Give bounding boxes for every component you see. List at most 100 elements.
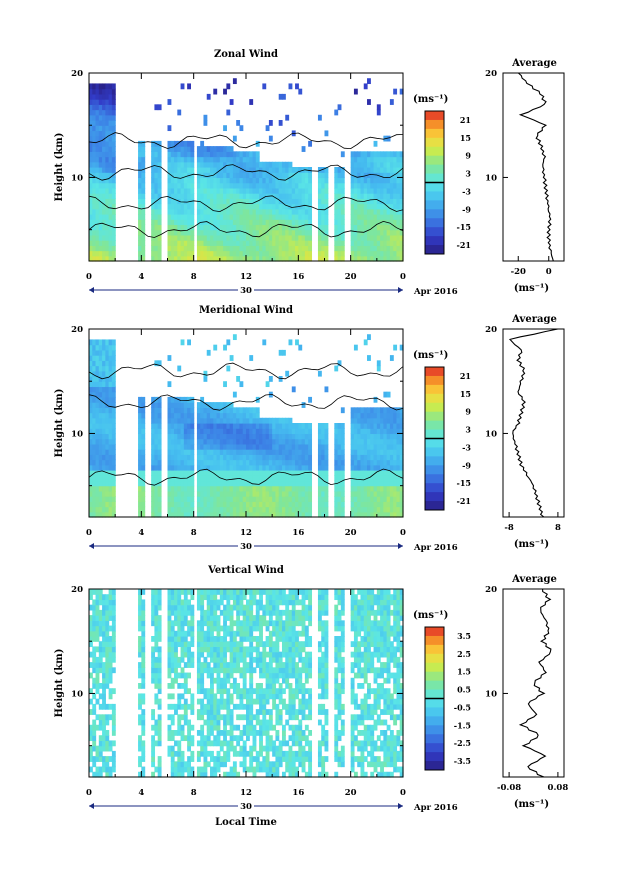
heatmap-cell: [275, 250, 280, 257]
heatmap-cell: [334, 240, 339, 246]
heatmap-cell: [389, 501, 394, 508]
heatmap-cell: [190, 167, 195, 173]
heatmap-cell: [203, 240, 208, 246]
heatmap-cell: [98, 120, 103, 126]
heatmap-cell: [105, 745, 110, 752]
heatmap-cell: [386, 255, 391, 262]
heatmap-cell: [288, 475, 293, 482]
heatmap-cell: [167, 99, 172, 105]
heatmap-cell: [105, 506, 110, 513]
heatmap-cell: [380, 182, 384, 189]
heatmap-cell: [367, 245, 371, 252]
heatmap-cell: [386, 135, 391, 142]
heatmap-cell: [236, 470, 241, 476]
heatmap-cell: [170, 182, 175, 189]
heatmap-cell: [249, 683, 254, 689]
heatmap-cell: [396, 234, 401, 241]
heatmap-cell: [219, 177, 224, 184]
heatmap-cell: [246, 433, 250, 440]
heatmap-cell: [170, 396, 175, 403]
heatmap-cell: [255, 449, 260, 455]
heatmap-cell: [102, 449, 106, 455]
heatmap-cell: [210, 615, 214, 621]
heatmap-cell: [89, 433, 93, 440]
heatmap-cell: [291, 229, 296, 236]
heatmap-cell: [167, 672, 172, 679]
heatmap-cell: [255, 417, 260, 424]
heatmap-cell: [249, 730, 254, 736]
heatmap-cell: [167, 140, 172, 147]
heatmap-cell: [373, 417, 378, 424]
heatmap-cell: [357, 506, 362, 513]
heatmap-cell: [334, 167, 339, 173]
heatmap-cell: [151, 464, 156, 471]
heatmap-cell: [278, 255, 283, 262]
heatmap-cell: [92, 630, 97, 637]
heatmap-cell: [111, 709, 116, 715]
heatmap-cell: [170, 464, 175, 471]
heatmap-cell: [111, 470, 116, 476]
heatmap-cell: [304, 182, 309, 189]
heatmap-cell: [275, 224, 280, 231]
heatmap-cell: [291, 386, 296, 393]
heatmap-cell: [275, 604, 280, 611]
heatmap-cell: [357, 490, 362, 497]
heatmap-cell: [278, 182, 283, 189]
heatmap-cell: [219, 651, 224, 658]
heatmap-cell: [206, 187, 211, 194]
heatmap-cell: [174, 589, 178, 595]
heatmap-cell: [105, 464, 110, 471]
heatmap-cell: [138, 735, 142, 742]
heatmap-cell: [399, 161, 404, 168]
heatmap-cell: [340, 449, 345, 455]
heatmap-cell: [170, 511, 175, 518]
heatmap-cell: [203, 443, 208, 450]
heatmap-cell: [203, 161, 208, 168]
heatmap-cell: [190, 594, 195, 601]
heatmap-cell: [170, 417, 175, 424]
heatmap-cell: [252, 490, 257, 497]
heatmap-cell: [177, 750, 182, 757]
heatmap-cell: [340, 511, 345, 518]
heatmap-cell: [141, 177, 146, 184]
heatmap-cell: [154, 719, 159, 726]
heatmap-cell: [278, 475, 283, 482]
heatmap-cell: [275, 485, 280, 492]
heatmap-cell: [295, 240, 299, 246]
heatmap-cell: [376, 464, 381, 471]
heatmap-cell: [196, 490, 201, 497]
heatmap-cell: [259, 599, 263, 606]
heatmap-cell: [187, 428, 191, 435]
heatmap-cell: [180, 229, 185, 236]
heatmap-cell: [213, 229, 218, 236]
heatmap-cell: [281, 417, 286, 424]
heatmap-cell: [380, 480, 384, 487]
heatmap-cell: [190, 234, 195, 241]
heatmap-cell: [206, 672, 211, 679]
heatmap-cell: [252, 438, 257, 445]
heatmap-cell: [262, 454, 267, 461]
heatmap-cell: [108, 656, 113, 663]
heatmap-cell: [190, 250, 195, 257]
heatmap-cell: [350, 219, 355, 226]
heatmap-cell: [232, 203, 237, 210]
heatmap-cell: [138, 604, 142, 611]
heatmap-cell: [334, 475, 339, 482]
heatmap-cell: [226, 750, 231, 757]
heatmap-cell: [324, 464, 329, 471]
heatmap-cell: [95, 99, 100, 105]
heatmap-cell: [200, 620, 205, 627]
heatmap-cell: [275, 714, 280, 721]
heatmap-cell: [242, 667, 247, 674]
heatmap-cell: [301, 501, 306, 508]
heatmap-cell: [210, 198, 214, 205]
heatmap-cell: [242, 594, 247, 601]
heatmap-cell: [141, 433, 146, 440]
heatmap-cell: [223, 714, 227, 721]
heatmap-cell: [383, 475, 388, 482]
heatmap-cell: [174, 771, 178, 778]
heatmap-cell: [167, 402, 172, 408]
heatmap-cell: [210, 193, 214, 199]
heatmap-cell: [170, 449, 175, 455]
heatmap-cell: [223, 177, 227, 184]
